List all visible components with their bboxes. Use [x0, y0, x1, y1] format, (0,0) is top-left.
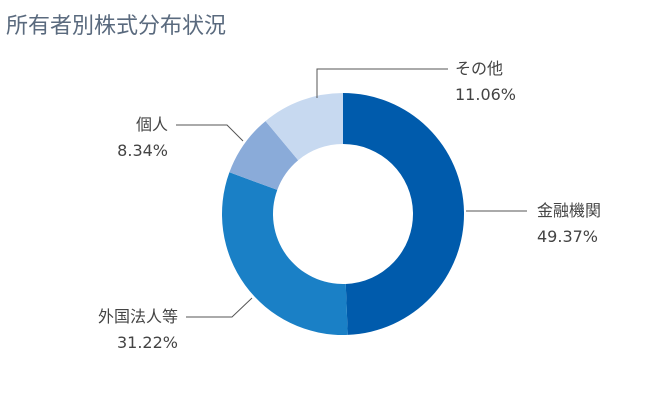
label-financial-pct: 49.37% [537, 227, 599, 246]
chart-title: 所有者別株式分布状況 [6, 14, 227, 39]
slice-foreign [222, 172, 348, 336]
slice-financial [343, 93, 465, 335]
label-foreign-name: 外国法人等 [97, 307, 178, 326]
slice-other [265, 93, 343, 161]
slice-individual [229, 121, 299, 190]
leader-line-individual [176, 124, 244, 142]
label-individual-pct: 8.34% [117, 141, 168, 160]
label-other: その他 11.06% [455, 56, 516, 108]
label-foreign: 外国法人等 31.22% [98, 304, 178, 356]
label-financial: 金融機関 49.37% [537, 198, 601, 250]
label-individual: 個人 8.34% [117, 112, 168, 164]
label-financial-name: 金融機関 [537, 201, 602, 220]
label-other-name: その他 [455, 59, 504, 78]
leader-line-foreign [186, 297, 253, 318]
donut-slices [222, 93, 465, 336]
label-other-pct: 11.06% [455, 85, 517, 104]
leader-line-other [316, 68, 448, 98]
label-foreign-pct: 31.22% [116, 333, 178, 352]
label-individual-name: 個人 [135, 115, 168, 134]
leader-lines [176, 68, 527, 318]
